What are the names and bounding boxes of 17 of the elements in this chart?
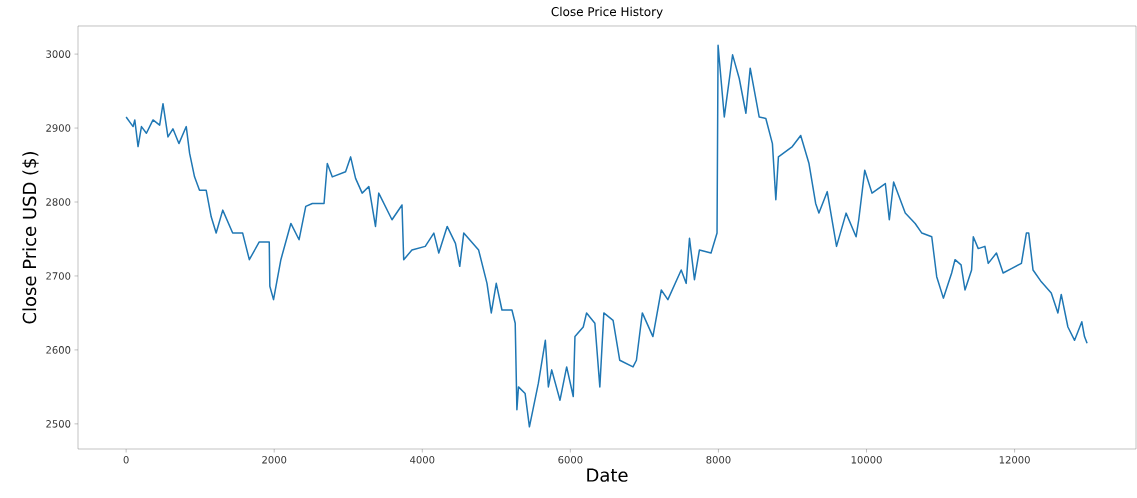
x-tick-label: 10000: [851, 456, 882, 464]
y-tick-label: 2800: [46, 198, 71, 206]
y-tick-label: 2900: [46, 124, 71, 132]
y-tick-label: 2600: [46, 346, 71, 354]
x-tick-label: 2000: [262, 456, 287, 464]
y-axis-title: Close Price USD ($): [22, 152, 39, 324]
x-axis-title: Date: [587, 468, 628, 482]
x-tick-label: 8000: [706, 456, 731, 464]
y-tick-label: 2700: [46, 272, 71, 280]
y-tick-label: 2500: [46, 420, 71, 428]
x-tick-label: 6000: [558, 456, 583, 464]
x-tick-label: 0: [123, 456, 129, 464]
x-tick-label: 12000: [999, 456, 1030, 464]
y-tick-label: 3000: [46, 50, 71, 58]
line-series: [125, 44, 1088, 428]
chart-title: Close Price History: [551, 6, 663, 19]
x-tick-label: 4000: [410, 456, 435, 464]
